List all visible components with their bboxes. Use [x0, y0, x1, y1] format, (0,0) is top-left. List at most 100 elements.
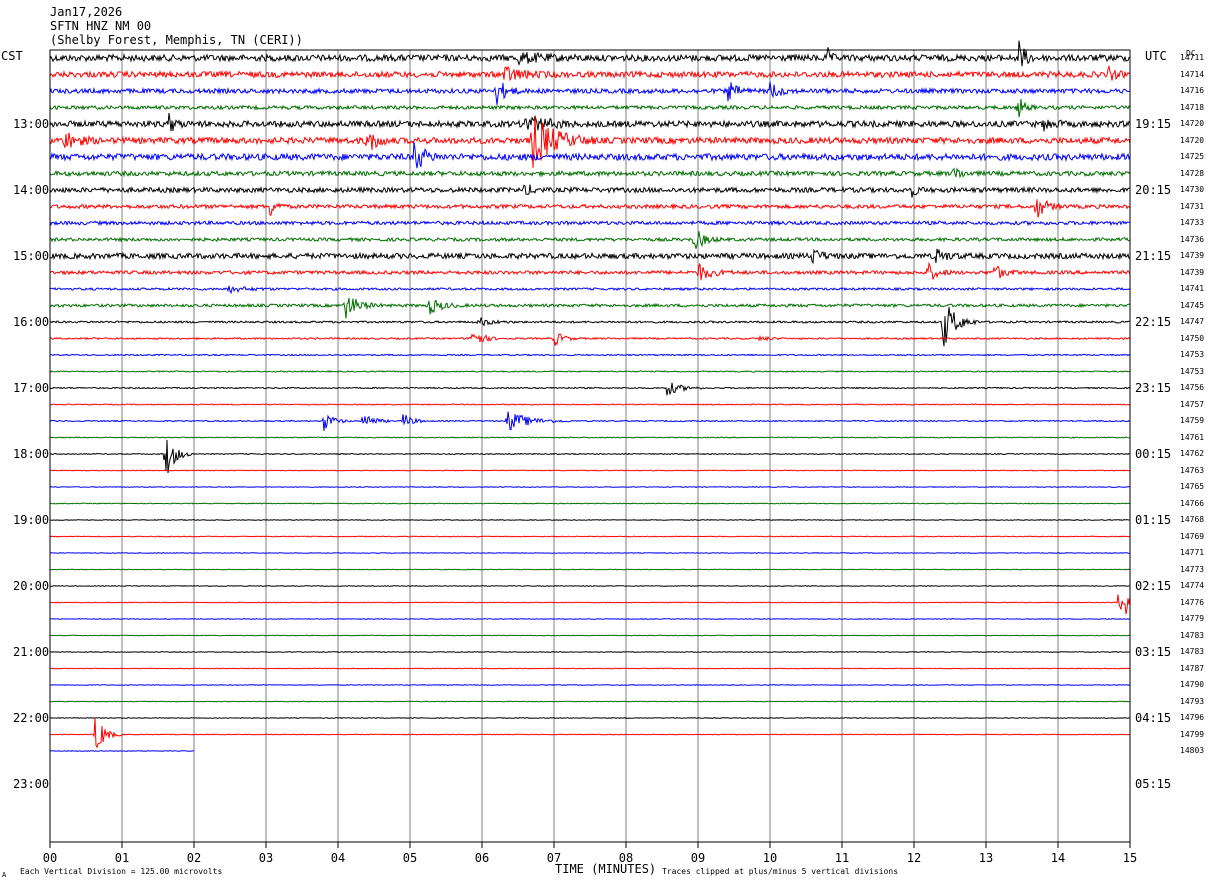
trace-row-19	[49, 370, 1131, 373]
trace-row-35	[49, 634, 1131, 637]
trace-row-40	[49, 717, 1131, 719]
station-label: SFTN HNZ NM 00	[50, 19, 152, 33]
dc-label: DC	[1186, 49, 1196, 58]
cst-hour-label: 15:00	[13, 249, 50, 263]
dc-offset-label: 14803	[1180, 746, 1205, 755]
utc-hour-label: 05:15	[1135, 777, 1172, 791]
dc-offset-label: 14718	[1180, 102, 1205, 112]
dc-offset-label: 14725	[1180, 152, 1205, 161]
trace-row-24	[49, 439, 1131, 474]
trace-row-3	[49, 98, 1131, 118]
x-tick-label-02: 02	[187, 851, 201, 865]
trace-row-25	[49, 469, 1131, 472]
trace-row-32	[49, 585, 1131, 587]
dc-offset-label: 14720	[1180, 135, 1205, 145]
utc-hour-label: 01:15	[1135, 513, 1172, 527]
dc-offset-label: 14783	[1180, 630, 1205, 640]
trace-row-28	[50, 518, 1131, 522]
utc-hour-label: 02:15	[1135, 579, 1172, 593]
dc-offset-label: 14768	[1180, 515, 1205, 524]
cst-hour-label: 18:00	[13, 447, 50, 461]
x-tick-label-08: 08	[619, 851, 633, 865]
utc-hour-label: 21:15	[1135, 249, 1172, 263]
trace-row-13	[49, 261, 1131, 281]
dc-offset-label: 14776	[1180, 597, 1205, 607]
dc-offset-label: 14731	[1180, 201, 1205, 211]
x-tick-label-04: 04	[331, 851, 345, 865]
trace-row-15	[49, 297, 1131, 319]
trace-row-27	[49, 502, 1131, 505]
trace-row-7	[49, 167, 1131, 179]
trace-row-42	[49, 750, 195, 752]
dc-offset-label: 14745	[1180, 300, 1205, 310]
trace-row-34	[49, 618, 1131, 620]
trace-row-30	[49, 552, 1130, 554]
dc-offset-label: 14763	[1180, 465, 1205, 475]
dc-offset-label: 14774	[1180, 581, 1205, 590]
dc-offset-label: 14771	[1180, 548, 1205, 557]
trace-row-33	[49, 594, 1131, 615]
trace-row-20	[49, 382, 1131, 396]
dc-offset-label: 14787	[1180, 663, 1205, 673]
x-tick-label-14: 14	[1051, 851, 1065, 865]
dc-offset-label: 14799	[1180, 729, 1205, 739]
trace-row-22	[49, 411, 1131, 432]
x-axis-ticks: 00 01 02 03 04 05 06 07 08 09 10 11 12 13 14 15	[43, 842, 1137, 865]
clip-note: Traces clipped at plus/minus 5 vertical …	[662, 867, 899, 876]
date-label: Jan17,2026	[50, 5, 123, 19]
x-tick-label-03: 03	[259, 851, 273, 865]
trace-row-29	[49, 535, 1131, 538]
utc-hour-label: 23:15	[1135, 381, 1172, 395]
trace-row-17	[49, 333, 1131, 346]
x-tick-label-00: 00	[43, 851, 57, 865]
trace-row-18	[49, 353, 1131, 357]
dc-offset-label: 14750	[1180, 333, 1205, 343]
dc-offset-label: 14766	[1180, 498, 1205, 508]
utc-hour-label: 19:15	[1135, 117, 1172, 131]
dc-offset-label: 14730	[1180, 185, 1205, 194]
dc-offset-label: 14753	[1180, 366, 1205, 376]
x-axis-title: TIME (MINUTES)	[555, 862, 657, 876]
trace-row-0	[49, 40, 1131, 67]
dc-offset-label: 14761	[1180, 432, 1205, 442]
utc-hour-label: 20:15	[1135, 183, 1172, 197]
cst-hour-label: 17:00	[13, 381, 50, 395]
trace-row-26	[49, 485, 1131, 489]
cst-hour-label: 22:00	[13, 711, 50, 725]
trace-row-1	[49, 64, 1131, 82]
x-tick-label-10: 10	[763, 851, 777, 865]
trace-row-14	[49, 285, 1131, 295]
utc-hour-label: 04:15	[1135, 711, 1172, 725]
plot-frame	[49, 49, 1131, 843]
trace-row-31	[49, 568, 1130, 571]
corner-mark: A	[2, 871, 7, 879]
dc-offset-label: 14733	[1180, 218, 1205, 227]
cst-hour-label: 16:00	[13, 315, 50, 329]
dc-offset-label: 14759	[1180, 416, 1205, 425]
trace-row-10	[49, 219, 1131, 227]
trace-row-37	[50, 667, 1131, 670]
trace-row-41	[49, 717, 1131, 749]
dc-offset-label: 14728	[1180, 168, 1205, 178]
x-tick-label-12: 12	[907, 851, 921, 865]
trace-row-4	[49, 112, 1131, 132]
dc-offset-label: 14793	[1180, 696, 1205, 706]
dc-offset-label: 14720	[1180, 119, 1205, 128]
cst-hour-label: 14:00	[13, 183, 50, 197]
dc-offset-label: 14753	[1180, 350, 1205, 359]
trace-row-38	[49, 684, 1131, 686]
trace-row-8	[49, 184, 1130, 198]
trace-row-39	[49, 700, 1130, 703]
x-tick-label-01: 01	[115, 851, 129, 865]
x-tick-label-11: 11	[835, 851, 849, 865]
seismic-traces	[49, 40, 1131, 752]
utc-hour-label: 03:15	[1135, 645, 1172, 659]
dc-offset-label: 14747	[1180, 317, 1205, 326]
cst-hour-label: 20:00	[13, 579, 50, 593]
x-tick-label-05: 05	[403, 851, 417, 865]
dc-offset-label: 14765	[1180, 482, 1205, 491]
minute-grid	[121, 50, 1059, 842]
x-tick-label-06: 06	[475, 851, 489, 865]
x-tick-label-07: 07	[547, 851, 561, 865]
